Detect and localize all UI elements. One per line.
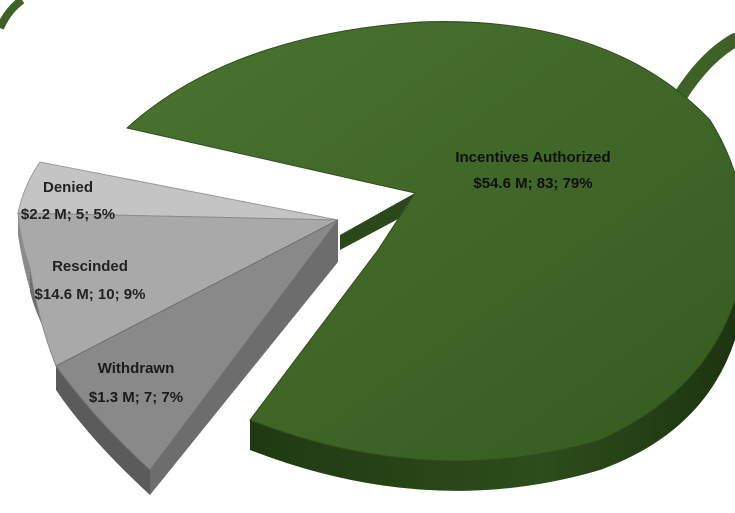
swoosh-left-decoration (0, 0, 25, 30)
slice-incentives-authorized (125, 21, 735, 462)
slice-side-incentives-authorized (250, 299, 735, 491)
slice-rescinded (17, 212, 339, 367)
label-name-withdrawn: Withdrawn (98, 360, 175, 377)
label-name-incentives-authorized: Incentives Authorized (455, 149, 610, 166)
label-value-rescinded: $14.6 M; 10; 9% (35, 286, 146, 303)
label-name-rescinded: Rescinded (52, 258, 128, 275)
slice-withdrawn (55, 219, 339, 471)
label-value-denied: $2.2 M; 5; 5% (21, 206, 115, 223)
slice-side-withdrawn (56, 366, 150, 495)
label-name-denied: Denied (43, 179, 93, 196)
slice-cut-face-incentives-authorized (340, 193, 415, 250)
slice-inner-wall-withdrawn (150, 220, 338, 495)
label-value-withdrawn: $1.3 M; 7; 7% (89, 389, 183, 406)
label-value-incentives-authorized: $54.6 M; 83; 79% (473, 175, 592, 192)
